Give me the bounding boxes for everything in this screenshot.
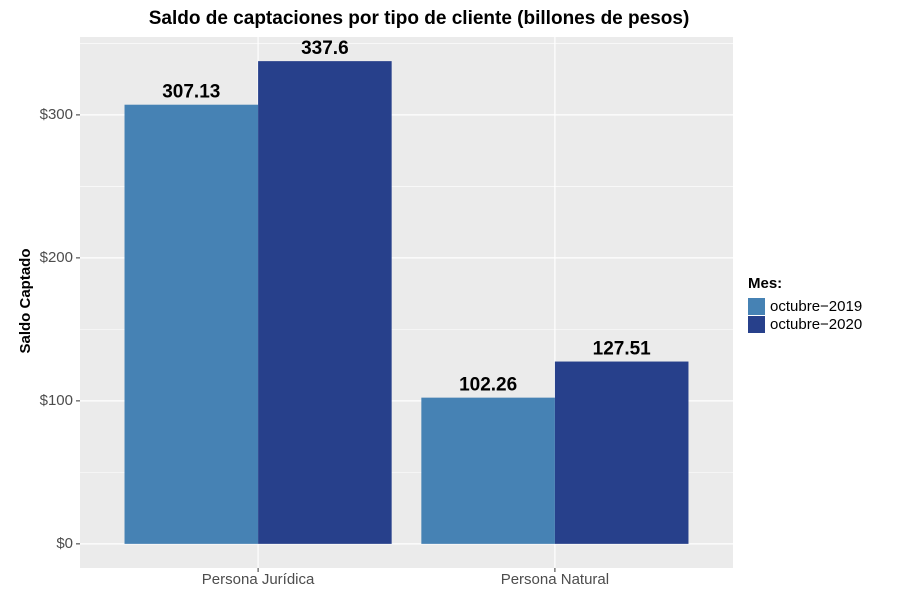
chart-title: Saldo de captaciones por tipo de cliente…: [149, 8, 690, 29]
legend-key: [748, 298, 765, 315]
bar: [421, 397, 555, 544]
bar: [124, 104, 259, 544]
x-tick-label: Persona Natural: [501, 571, 609, 588]
x-tick-label: Persona Jurídica: [202, 571, 315, 588]
legend-title: Mes:: [748, 275, 782, 292]
y-tick-label: $100: [40, 392, 73, 409]
legend-label: octubre−2019: [770, 298, 862, 315]
bar-value-label: 102.26: [459, 375, 517, 396]
y-tick-label: $0: [56, 535, 73, 552]
bar: [258, 61, 392, 544]
bar-value-label: 127.51: [593, 339, 652, 360]
bar: [554, 361, 689, 544]
bar-value-label: 337.6: [301, 38, 349, 59]
legend-key: [748, 316, 765, 333]
y-tick-label: $200: [40, 249, 73, 266]
legend-label: octubre−2020: [770, 316, 862, 333]
bar-value-label: 307.13: [162, 82, 220, 103]
y-axis-title: Saldo Captado: [17, 248, 34, 353]
y-tick-label: $300: [40, 106, 73, 123]
